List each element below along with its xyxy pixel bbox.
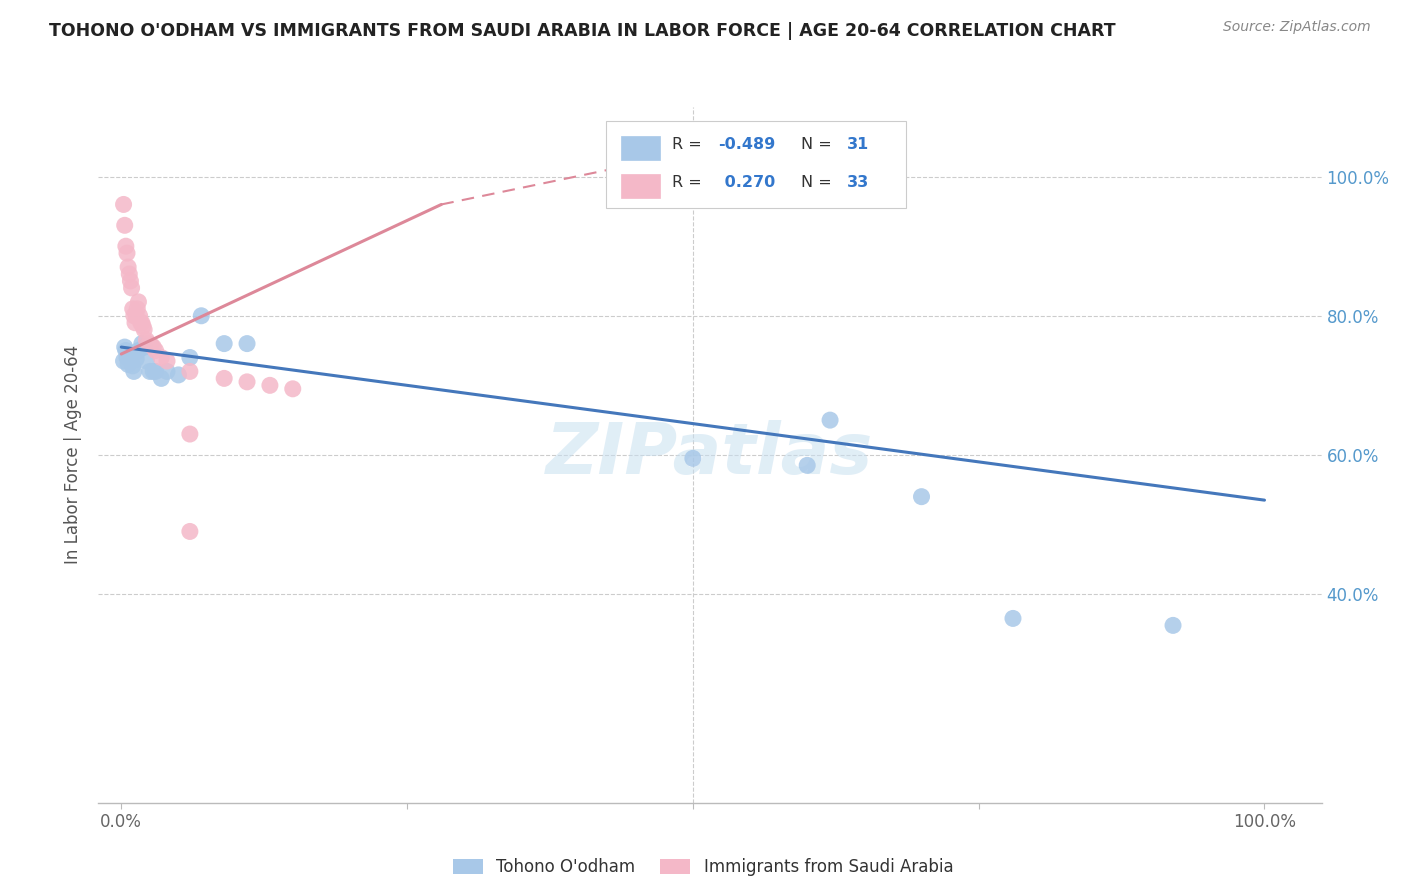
Point bbox=[818, 413, 841, 427]
Point bbox=[281, 382, 304, 396]
Point bbox=[142, 340, 165, 354]
Point bbox=[120, 274, 142, 288]
Point bbox=[127, 294, 149, 309]
Point bbox=[124, 316, 146, 330]
Point bbox=[114, 219, 136, 233]
Point bbox=[1001, 611, 1024, 625]
Point bbox=[212, 371, 235, 385]
Point bbox=[156, 364, 179, 378]
Text: N =: N = bbox=[800, 137, 837, 152]
Point bbox=[179, 524, 201, 539]
Point bbox=[682, 451, 704, 466]
Point bbox=[135, 354, 157, 368]
Point bbox=[118, 267, 141, 281]
Point bbox=[115, 246, 138, 260]
Text: R =: R = bbox=[672, 175, 711, 190]
Text: -0.489: -0.489 bbox=[718, 137, 776, 152]
Text: N =: N = bbox=[800, 175, 837, 190]
FancyBboxPatch shape bbox=[606, 121, 905, 208]
Legend: Tohono O'odham, Immigrants from Saudi Arabia: Tohono O'odham, Immigrants from Saudi Ar… bbox=[446, 852, 960, 883]
Point bbox=[129, 316, 152, 330]
Point bbox=[112, 197, 135, 211]
Text: 33: 33 bbox=[846, 175, 869, 190]
Point bbox=[120, 351, 142, 366]
Point bbox=[115, 343, 138, 358]
Point bbox=[150, 371, 173, 385]
Point bbox=[114, 340, 136, 354]
Point bbox=[122, 309, 145, 323]
Point bbox=[118, 347, 141, 361]
Point bbox=[125, 309, 148, 323]
Point bbox=[128, 309, 150, 323]
Point bbox=[121, 301, 143, 316]
Text: ZIPatlas: ZIPatlas bbox=[547, 420, 873, 490]
Point bbox=[115, 239, 138, 253]
Point bbox=[142, 364, 165, 378]
Y-axis label: In Labor Force | Age 20-64: In Labor Force | Age 20-64 bbox=[65, 345, 83, 565]
Point bbox=[796, 458, 818, 473]
FancyBboxPatch shape bbox=[620, 136, 659, 160]
Point bbox=[1161, 618, 1184, 632]
Point bbox=[179, 427, 201, 442]
Point bbox=[115, 351, 138, 365]
Point bbox=[121, 359, 143, 373]
Point bbox=[135, 333, 157, 347]
Point bbox=[138, 336, 160, 351]
Point bbox=[236, 375, 259, 389]
Point bbox=[122, 364, 145, 378]
Point bbox=[236, 336, 259, 351]
Point bbox=[259, 378, 281, 392]
Text: TOHONO O'ODHAM VS IMMIGRANTS FROM SAUDI ARABIA IN LABOR FORCE | AGE 20-64 CORREL: TOHONO O'ODHAM VS IMMIGRANTS FROM SAUDI … bbox=[49, 22, 1116, 40]
Point bbox=[910, 490, 932, 504]
Point bbox=[134, 323, 156, 337]
Text: Source: ZipAtlas.com: Source: ZipAtlas.com bbox=[1223, 20, 1371, 34]
Point bbox=[139, 364, 162, 378]
Point bbox=[134, 340, 156, 354]
Point bbox=[117, 260, 139, 274]
Point bbox=[131, 316, 153, 330]
Point bbox=[121, 349, 143, 363]
Point bbox=[145, 343, 167, 358]
Point bbox=[117, 358, 139, 372]
Point bbox=[167, 368, 190, 382]
Point bbox=[145, 364, 167, 378]
FancyBboxPatch shape bbox=[620, 174, 659, 198]
Point bbox=[150, 351, 173, 365]
Point bbox=[179, 364, 201, 378]
Point bbox=[190, 309, 212, 323]
Point bbox=[179, 351, 201, 365]
Point bbox=[156, 354, 179, 368]
Point bbox=[212, 336, 235, 351]
Point bbox=[139, 338, 162, 352]
Point bbox=[127, 343, 149, 358]
Point bbox=[131, 336, 153, 351]
Point bbox=[125, 351, 148, 366]
Point bbox=[121, 281, 143, 295]
Point bbox=[132, 319, 155, 334]
Text: 31: 31 bbox=[846, 137, 869, 152]
Text: R =: R = bbox=[672, 137, 707, 152]
Text: 0.270: 0.270 bbox=[718, 175, 775, 190]
Point bbox=[112, 354, 135, 368]
Point bbox=[127, 301, 149, 316]
